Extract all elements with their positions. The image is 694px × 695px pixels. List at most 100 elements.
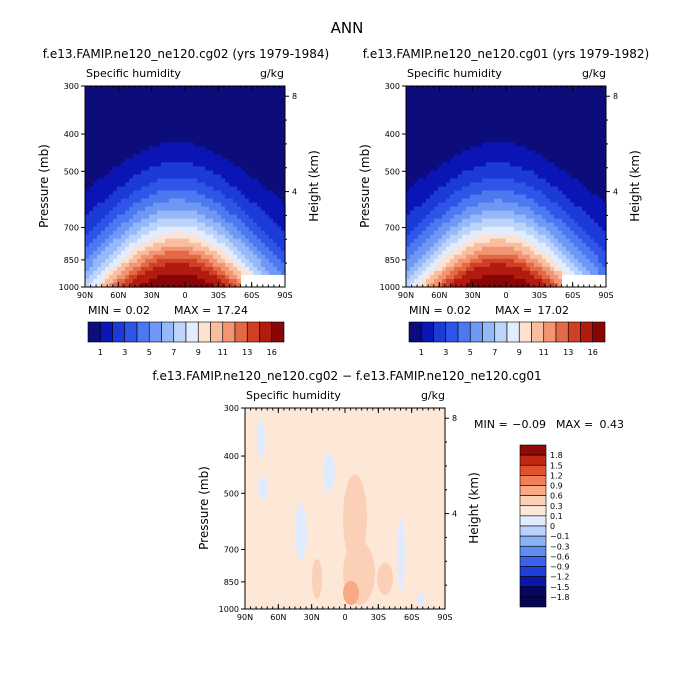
field-cell — [522, 178, 527, 184]
field-cell — [229, 186, 234, 192]
field-cell — [253, 262, 258, 268]
field-cell — [430, 262, 435, 268]
field-cell — [462, 158, 467, 163]
field-cell — [522, 226, 527, 232]
field-cell — [554, 270, 559, 276]
field-cell — [422, 194, 427, 200]
field-cell — [506, 226, 511, 232]
panel-subtitle-left: Specific humidity — [407, 67, 502, 80]
field-cell — [181, 238, 186, 244]
field-cell — [193, 158, 198, 163]
field-cell — [554, 278, 559, 284]
field-cell — [209, 178, 214, 184]
field-cell — [598, 198, 603, 204]
field-cell — [169, 218, 174, 224]
field-cell — [245, 218, 250, 224]
field-cell — [570, 246, 575, 252]
field-cell — [157, 218, 162, 224]
field-cell — [249, 258, 254, 264]
field-cell — [414, 194, 419, 200]
field-cell — [137, 262, 142, 268]
field-cell — [173, 146, 178, 151]
field-cell — [558, 262, 563, 268]
field-cell — [446, 282, 451, 288]
field-cell — [253, 258, 258, 264]
field-cell — [141, 154, 146, 159]
field-cell — [193, 210, 198, 216]
colorbar-swatch — [124, 321, 138, 343]
field-cell — [257, 262, 262, 268]
field-cell — [245, 194, 250, 200]
field-cell — [542, 258, 547, 264]
field-cell — [205, 210, 210, 216]
field-cell — [582, 198, 587, 204]
field-cell — [462, 166, 467, 172]
field-cell — [450, 230, 455, 236]
field-cell — [534, 254, 539, 260]
field-cell — [514, 202, 519, 208]
field-cell — [85, 222, 90, 228]
colorbar-label: 0.9 — [550, 482, 563, 491]
field-cell — [458, 218, 463, 224]
field-cell — [454, 194, 459, 200]
field-cell — [121, 198, 126, 204]
field-cell — [157, 202, 162, 208]
field-cell — [141, 174, 146, 180]
field-cell — [161, 246, 166, 252]
field-cell — [410, 234, 415, 240]
field-cell — [249, 254, 254, 260]
field-cell — [197, 154, 202, 159]
terrain-cell — [574, 278, 579, 284]
field-cell — [486, 194, 491, 200]
field-cell — [113, 186, 118, 192]
field-cell — [490, 194, 495, 200]
field-cell — [502, 266, 507, 272]
field-cell — [89, 230, 94, 236]
field-cell — [482, 150, 487, 155]
field-cell — [502, 230, 507, 236]
field-cell — [193, 274, 198, 280]
field-cell — [213, 174, 218, 180]
field-cell — [442, 162, 447, 167]
field-cell — [229, 202, 234, 208]
field-cell — [153, 270, 158, 276]
field-cell — [209, 274, 214, 280]
field-cell — [454, 158, 459, 163]
field-cell — [201, 178, 206, 184]
field-cell — [105, 198, 110, 204]
field-cell — [442, 170, 447, 176]
field-cell — [169, 146, 174, 151]
field-cell — [233, 254, 238, 260]
field-cell — [217, 258, 222, 264]
field-cell — [169, 142, 174, 147]
field-cell — [225, 186, 230, 192]
field-cell — [482, 278, 487, 284]
field-cell — [261, 198, 266, 204]
field-cell — [598, 214, 603, 220]
field-cell — [522, 270, 527, 276]
field-cell — [157, 186, 162, 192]
field-cell — [526, 250, 531, 256]
field-cell — [570, 262, 575, 268]
field-cell — [109, 270, 114, 276]
field-cell — [474, 242, 479, 248]
field-cell — [137, 230, 142, 236]
field-cell — [406, 210, 411, 216]
field-cell — [161, 234, 166, 240]
field-cell — [161, 198, 166, 204]
field-cell — [578, 270, 583, 276]
field-cell — [273, 206, 278, 212]
field-cell — [550, 170, 555, 176]
field-cell — [189, 246, 194, 252]
field-cell — [546, 226, 551, 232]
field-cell — [530, 178, 535, 184]
field-cell — [237, 250, 242, 256]
field-cell — [201, 186, 206, 192]
field-cell — [406, 282, 411, 288]
field-cell — [233, 274, 238, 280]
field-cell — [502, 278, 507, 284]
field-cell — [133, 158, 138, 163]
colorbar-swatch — [469, 321, 483, 343]
field-cell — [117, 234, 122, 240]
field-cell — [105, 274, 110, 280]
